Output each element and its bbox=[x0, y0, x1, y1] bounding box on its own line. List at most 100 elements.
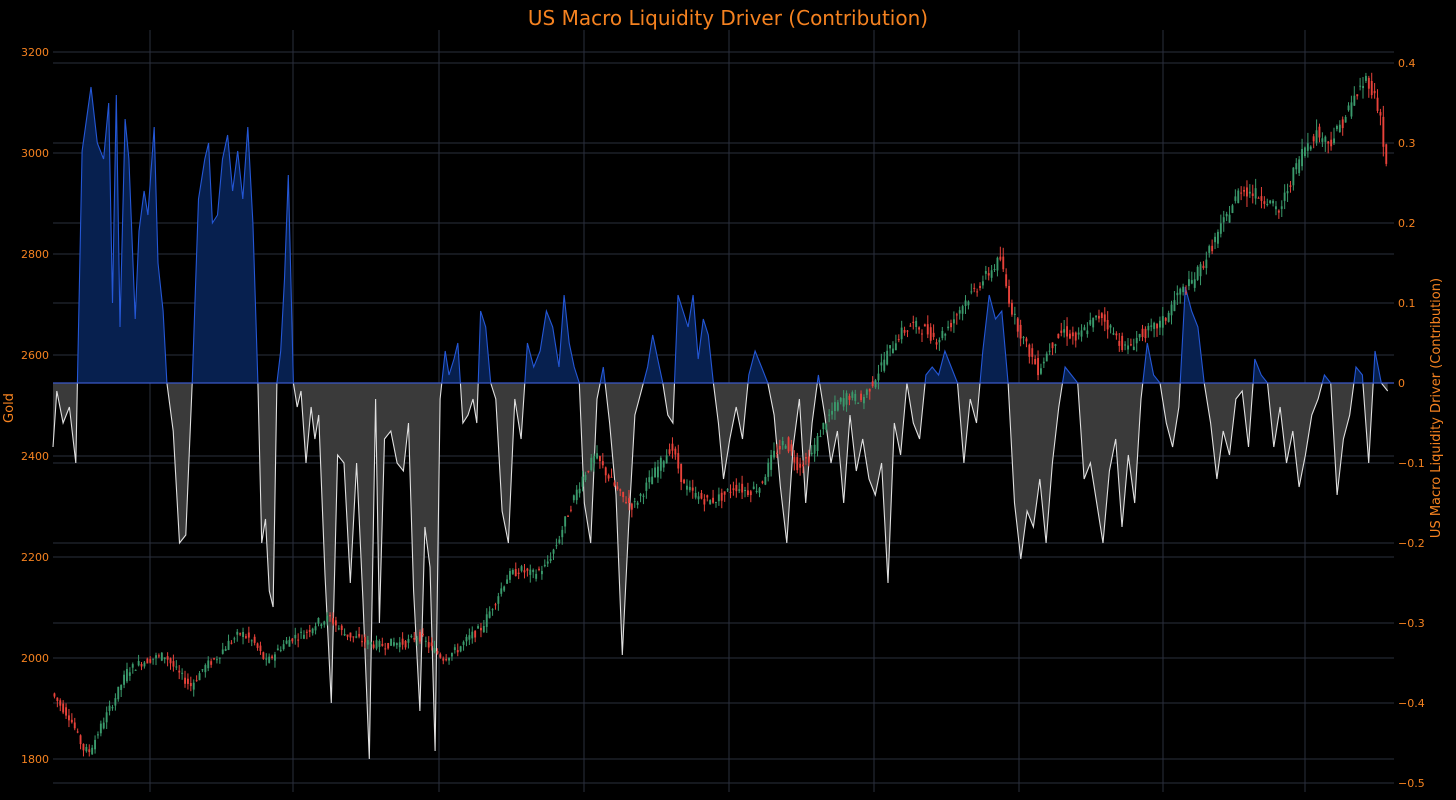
gold-candle-424 bbox=[1283, 184, 1286, 210]
gold-candle-350 bbox=[1069, 329, 1071, 340]
gold-candle-259 bbox=[805, 452, 807, 465]
gold-candle-body bbox=[1225, 213, 1228, 217]
gold-candle-307 bbox=[944, 332, 947, 341]
gold-candle-body bbox=[813, 444, 816, 454]
gold-candle-337 bbox=[1031, 343, 1034, 365]
gold-candle-body bbox=[880, 362, 883, 366]
gold-candle-body bbox=[828, 414, 831, 416]
gold-candle-body bbox=[793, 457, 796, 463]
gold-candle-78 bbox=[279, 646, 282, 653]
gold-candle-446 bbox=[1347, 102, 1350, 112]
gold-candle-312 bbox=[958, 306, 961, 320]
gold-candle-body bbox=[720, 492, 723, 501]
gold-candle-152 bbox=[494, 602, 497, 610]
gold-candle-355 bbox=[1083, 324, 1086, 331]
gold-candle-19 bbox=[108, 700, 111, 716]
gold-candle-body bbox=[340, 625, 343, 630]
gold-candle-146 bbox=[477, 624, 479, 629]
gold-candle-345 bbox=[1054, 343, 1057, 354]
driver-axis-ticks: −0.5 −0.4 −0.3 −0.2 −0.1 0 0.1 0.2 0.3 0.4 bbox=[1398, 57, 1425, 790]
gold-candle-body bbox=[883, 359, 886, 371]
gold-candle-body bbox=[558, 539, 561, 543]
gold-candle-body bbox=[143, 662, 146, 667]
gold-candle-body bbox=[613, 482, 616, 486]
gold-candle-151 bbox=[491, 608, 494, 616]
gold-candle-body bbox=[334, 620, 337, 626]
gold-candle-135 bbox=[445, 654, 448, 662]
driver-tick-m0_1: −0.1 bbox=[1398, 457, 1425, 470]
gold-candle-body bbox=[276, 648, 279, 651]
gold-candle-body bbox=[1214, 236, 1216, 243]
gold-candle-325 bbox=[996, 256, 999, 277]
gold-candle-300 bbox=[923, 323, 926, 327]
gold-candle-body bbox=[1263, 201, 1266, 204]
gold-candle-body bbox=[305, 631, 308, 633]
gold-candle-420 bbox=[1272, 199, 1274, 207]
gold-candle-362 bbox=[1103, 307, 1106, 332]
gold-candle-433 bbox=[1309, 145, 1312, 152]
gold-candle-body bbox=[253, 636, 256, 643]
gold-candle-body bbox=[938, 339, 941, 343]
gold-candle-344 bbox=[1051, 342, 1054, 356]
gold-candle-249 bbox=[776, 444, 778, 458]
gold-candle-body bbox=[825, 424, 828, 430]
gold-candle-117 bbox=[393, 637, 395, 647]
gold-candle-body bbox=[755, 491, 758, 492]
gold-candle-body bbox=[1246, 187, 1248, 197]
gold-candle-body bbox=[578, 488, 581, 494]
gold-candle-body bbox=[503, 586, 506, 591]
gold-candle-453 bbox=[1367, 75, 1370, 98]
gold-candle-body bbox=[274, 654, 276, 661]
gold-candle-body bbox=[448, 657, 450, 661]
gold-candle-66 bbox=[245, 633, 247, 639]
gold-candle-body bbox=[1115, 333, 1118, 336]
gold-candle-body bbox=[99, 723, 102, 734]
gold-candle-body bbox=[778, 446, 781, 450]
gold-candle-body bbox=[1124, 344, 1126, 346]
gold-candle-73 bbox=[265, 653, 268, 666]
gold-candle-body bbox=[1042, 361, 1045, 364]
gold-candle-223 bbox=[700, 490, 703, 500]
gold-candle-body bbox=[1130, 344, 1132, 346]
gold-candle-body bbox=[265, 658, 268, 660]
gold-candle-body bbox=[532, 569, 535, 573]
gold-candle-body bbox=[982, 281, 984, 286]
gold-candle-105 bbox=[358, 627, 361, 639]
gold-candle-body bbox=[776, 452, 778, 454]
gold-candle-body bbox=[288, 639, 291, 647]
gold-candle-body bbox=[471, 631, 474, 639]
gold-candle-body bbox=[593, 455, 596, 464]
gold-candle-body bbox=[453, 647, 456, 650]
gold-candle-body bbox=[1277, 210, 1280, 213]
gold-candle-87 bbox=[305, 629, 308, 640]
gold-candle-body bbox=[628, 498, 630, 503]
gold-candle-60 bbox=[227, 634, 230, 651]
gold-candle-103 bbox=[352, 636, 355, 643]
gold-candle-body bbox=[500, 588, 503, 594]
gold-candle-333 bbox=[1019, 319, 1022, 347]
gold-candle-442 bbox=[1336, 124, 1338, 132]
gold-candle-354 bbox=[1080, 324, 1083, 342]
gold-candle-body bbox=[166, 656, 169, 660]
gold-candle-body bbox=[259, 645, 262, 651]
gold-candle-269 bbox=[834, 395, 836, 420]
gold-candle-50 bbox=[198, 671, 201, 681]
gold-candle-322 bbox=[987, 267, 990, 281]
gold-candle-349 bbox=[1066, 317, 1068, 346]
gold-candle-body bbox=[65, 707, 67, 716]
gold-candle-162 bbox=[523, 564, 526, 579]
gold-candle-155 bbox=[503, 585, 506, 592]
gold-candle-429 bbox=[1298, 156, 1301, 176]
gold-candle-230 bbox=[720, 488, 723, 509]
gold-candle-21 bbox=[114, 693, 117, 711]
gold-candle-body bbox=[172, 661, 175, 667]
gold-candle-body bbox=[332, 618, 334, 624]
gold-candle-59 bbox=[224, 646, 227, 652]
gold-candle-body bbox=[596, 453, 598, 459]
gold-candle-body bbox=[636, 502, 639, 505]
gold-candle-body bbox=[758, 488, 761, 493]
gold-candle-183 bbox=[584, 471, 587, 483]
gold-candle-456 bbox=[1376, 89, 1379, 114]
gold-candle-335 bbox=[1025, 336, 1028, 348]
gold-candle-body bbox=[1127, 345, 1129, 350]
